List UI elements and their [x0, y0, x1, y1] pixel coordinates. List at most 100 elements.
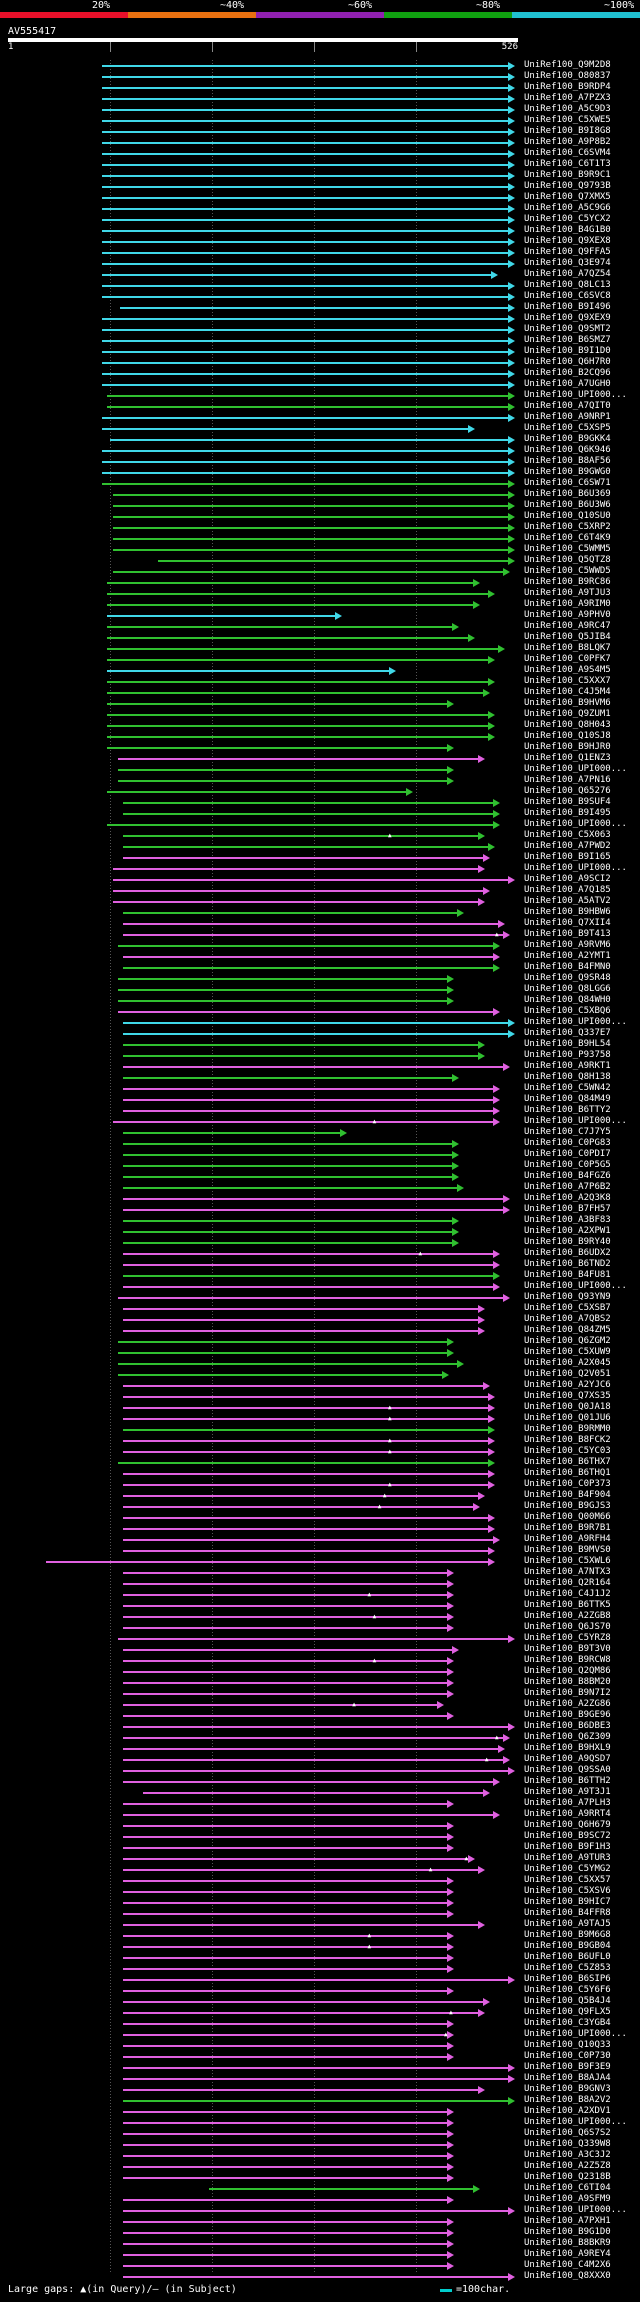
hit-label[interactable]: UniRef100_A9TJU3 [524, 588, 611, 598]
hit-row[interactable]: ▲ UniRef100_C5YMG2 [0, 1864, 640, 1875]
hit-row[interactable]: UniRef100_A9RRT4 [0, 1809, 640, 1820]
hit-label[interactable]: UniRef100_B4FFR8 [524, 1908, 611, 1918]
hit-row[interactable]: UniRef100_Q10SU0 [0, 511, 640, 522]
hit-row[interactable]: ▲ UniRef100_UPI000... [0, 2029, 640, 2040]
hit-label[interactable]: UniRef100_B9I496 [524, 302, 611, 312]
hit-label[interactable]: UniRef100_Q2QM86 [524, 1666, 611, 1676]
hit-row[interactable]: UniRef100_Q9ZUM1 [0, 709, 640, 720]
hit-row[interactable]: UniRef100_Q2R164 [0, 1578, 640, 1589]
hit-label[interactable]: UniRef100_A9T3J1 [524, 1787, 611, 1797]
hit-label[interactable]: UniRef100_UPI000... [524, 2029, 627, 2039]
hit-row[interactable]: UniRef100_Q7XS35 [0, 1391, 640, 1402]
hit-row[interactable]: UniRef100_B4FGZ6 [0, 1171, 640, 1182]
hit-label[interactable]: UniRef100_A7Q185 [524, 885, 611, 895]
hit-row[interactable]: UniRef100_A2YJC6 [0, 1380, 640, 1391]
hit-row[interactable]: UniRef100_Q6S7S2 [0, 2128, 640, 2139]
hit-row[interactable]: UniRef100_C5XBQ6 [0, 1006, 640, 1017]
hit-row[interactable]: UniRef100_B9SC72 [0, 1831, 640, 1842]
hit-label[interactable]: UniRef100_Q1ENZ3 [524, 753, 611, 763]
hit-row[interactable]: UniRef100_Q9SMT2 [0, 324, 640, 335]
hit-label[interactable]: UniRef100_C4J5M4 [524, 687, 611, 697]
hit-row[interactable]: UniRef100_A9TJU3 [0, 588, 640, 599]
hit-row[interactable]: UniRef100_Q6K946 [0, 445, 640, 456]
hit-label[interactable]: UniRef100_Q7XII4 [524, 918, 611, 928]
hit-row[interactable]: UniRef100_A9RVM6 [0, 940, 640, 951]
hit-row[interactable]: UniRef100_Q8XXX0 [0, 2271, 640, 2282]
hit-label[interactable]: UniRef100_UPI000... [524, 764, 627, 774]
hit-row[interactable]: UniRef100_B6TTH2 [0, 1776, 640, 1787]
hit-label[interactable]: UniRef100_Q6K946 [524, 445, 611, 455]
hit-label[interactable]: UniRef100_UPI000... [524, 390, 627, 400]
hit-row[interactable]: UniRef100_Q65276 [0, 786, 640, 797]
hit-row[interactable]: UniRef100_B4FFR8 [0, 1908, 640, 1919]
hit-label[interactable]: UniRef100_A9RVM6 [524, 940, 611, 950]
hit-row[interactable]: UniRef100_A7QIT0 [0, 401, 640, 412]
hit-label[interactable]: UniRef100_B9G1D0 [524, 2227, 611, 2237]
hit-label[interactable]: UniRef100_A9SCI2 [524, 874, 611, 884]
hit-row[interactable]: ▲ UniRef100_B8FCK2 [0, 1435, 640, 1446]
hit-label[interactable]: UniRef100_C5XRP2 [524, 522, 611, 532]
hit-row[interactable]: UniRef100_C0PFK7 [0, 654, 640, 665]
hit-label[interactable]: UniRef100_B6UDX2 [524, 1248, 611, 1258]
hit-label[interactable]: UniRef100_C5XWL6 [524, 1556, 611, 1566]
hit-label[interactable]: UniRef100_B4FU81 [524, 1270, 611, 1280]
hit-label[interactable]: UniRef100_Q8H138 [524, 1072, 611, 1082]
hit-row[interactable]: UniRef100_B9I496 [0, 302, 640, 313]
hit-row[interactable]: UniRef100_C6T4K9 [0, 533, 640, 544]
hit-row[interactable]: UniRef100_B9GE96 [0, 1710, 640, 1721]
hit-row[interactable]: UniRef100_B9HBW6 [0, 907, 640, 918]
hit-row[interactable]: UniRef100_C5WMM5 [0, 544, 640, 555]
hit-label[interactable]: UniRef100_C5XSV6 [524, 1886, 611, 1896]
hit-label[interactable]: UniRef100_Q10SU0 [524, 511, 611, 521]
hit-row[interactable]: UniRef100_C5XRP2 [0, 522, 640, 533]
hit-row[interactable]: UniRef100_Q6H679 [0, 1820, 640, 1831]
hit-label[interactable]: UniRef100_B9GNV3 [524, 2084, 611, 2094]
hit-label[interactable]: UniRef100_Q9FFA5 [524, 247, 611, 257]
hit-row[interactable]: UniRef100_Q9XEX8 [0, 236, 640, 247]
hit-label[interactable]: UniRef100_C5YC03 [524, 1446, 611, 1456]
hit-row[interactable]: UniRef100_B6U3W6 [0, 500, 640, 511]
hit-row[interactable]: UniRef100_Q93YN9 [0, 1292, 640, 1303]
hit-label[interactable]: UniRef100_Q5QTZ8 [524, 555, 611, 565]
hit-label[interactable]: UniRef100_B8LQK7 [524, 643, 611, 653]
hit-row[interactable]: ▲ UniRef100_A9TUR3 [0, 1853, 640, 1864]
hit-label[interactable]: UniRef100_A9REY4 [524, 2249, 611, 2259]
hit-row[interactable]: UniRef100_A9TAJ5 [0, 1919, 640, 1930]
hit-label[interactable]: UniRef100_C5YCX2 [524, 214, 611, 224]
hit-row[interactable]: UniRef100_A7QZ54 [0, 269, 640, 280]
hit-row[interactable]: UniRef100_B6THX7 [0, 1457, 640, 1468]
hit-row[interactable]: UniRef100_Q337E7 [0, 1028, 640, 1039]
hit-label[interactable]: UniRef100_B9HIC7 [524, 1897, 611, 1907]
hit-label[interactable]: UniRef100_C4M2X6 [524, 2260, 611, 2270]
hit-label[interactable]: UniRef100_A2X045 [524, 1358, 611, 1368]
hit-label[interactable]: UniRef100_C0P5G5 [524, 1160, 611, 1170]
hit-label[interactable]: UniRef100_B6THQ1 [524, 1468, 611, 1478]
hit-label[interactable]: UniRef100_C6TI04 [524, 2183, 611, 2193]
hit-row[interactable]: UniRef100_Q6ZGM2 [0, 1336, 640, 1347]
hit-label[interactable]: UniRef100_Q9SMT2 [524, 324, 611, 334]
hit-row[interactable]: UniRef100_O80837 [0, 71, 640, 82]
hit-row[interactable]: UniRef100_Q1ENZ3 [0, 753, 640, 764]
hit-label[interactable]: UniRef100_B6TND2 [524, 1259, 611, 1269]
hit-label[interactable]: UniRef100_C0PG83 [524, 1138, 611, 1148]
hit-row[interactable]: UniRef100_C5XUW9 [0, 1347, 640, 1358]
hit-row[interactable]: UniRef100_C5XXX7 [0, 676, 640, 687]
hit-label[interactable]: UniRef100_C3YGB4 [524, 2018, 611, 2028]
hit-row[interactable]: UniRef100_A9PHV0 [0, 610, 640, 621]
hit-row[interactable]: UniRef100_A7PN16 [0, 775, 640, 786]
hit-label[interactable]: UniRef100_C4J1J2 [524, 1589, 611, 1599]
hit-row[interactable]: UniRef100_C6T1T3 [0, 159, 640, 170]
hit-row[interactable]: UniRef100_A9SCI2 [0, 874, 640, 885]
hit-label[interactable]: UniRef100_B9SUF4 [524, 797, 611, 807]
hit-label[interactable]: UniRef100_B8BKR9 [524, 2238, 611, 2248]
hit-label[interactable]: UniRef100_A9TUR3 [524, 1853, 611, 1863]
hit-row[interactable]: UniRef100_A7PXH1 [0, 2216, 640, 2227]
hit-row[interactable]: UniRef100_Q8LGG6 [0, 984, 640, 995]
hit-label[interactable]: UniRef100_A7PZX3 [524, 93, 611, 103]
hit-label[interactable]: UniRef100_C5Z853 [524, 1963, 611, 1973]
hit-label[interactable]: UniRef100_A2ZG86 [524, 1699, 611, 1709]
hit-label[interactable]: UniRef100_B9GWG0 [524, 467, 611, 477]
hit-label[interactable]: UniRef100_Q9793B [524, 181, 611, 191]
hit-label[interactable]: UniRef100_C5YRZ8 [524, 1633, 611, 1643]
hit-label[interactable]: UniRef100_B6TTY2 [524, 1105, 611, 1115]
